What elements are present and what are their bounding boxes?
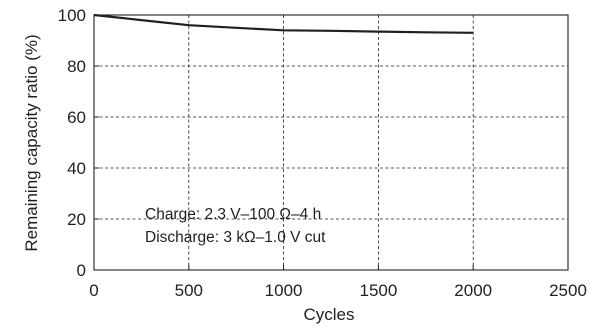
plot-border [93,14,569,271]
x-axis-label: Cycles [303,305,354,324]
plot-frame [93,14,569,271]
y-tick-label-40: 40 [67,159,86,178]
x-tick-label-1000: 1000 [265,281,303,300]
x-tick-label-2000: 2000 [454,281,492,300]
series-line-0 [93,13,474,34]
x-tick-label-2500: 2500 [549,281,587,300]
y-axis-label: Remaining capacity ratio (%) [22,34,41,251]
annotation-charge: Charge: 2.3 V–100 Ω–4 h [145,206,321,223]
y-tick-label-20: 20 [67,210,86,229]
grid [94,15,568,270]
x-tick-label-1500: 1500 [359,281,397,300]
y-tick-label-0: 0 [77,261,86,280]
y-tick-label-100: 100 [58,6,86,25]
data-series [93,13,474,34]
y-tick-labels: 0 20 40 60 80 100 [58,6,86,280]
x-tick-label-0: 0 [89,281,98,300]
annotation-discharge: Discharge: 3 kΩ–1.0 V cut [145,229,326,246]
y-tick-label-80: 80 [67,57,86,76]
y-tick-label-60: 60 [67,108,86,127]
x-tick-labels: 0 500 1000 1500 2000 2500 [89,281,587,300]
x-tick-label-500: 500 [175,281,203,300]
